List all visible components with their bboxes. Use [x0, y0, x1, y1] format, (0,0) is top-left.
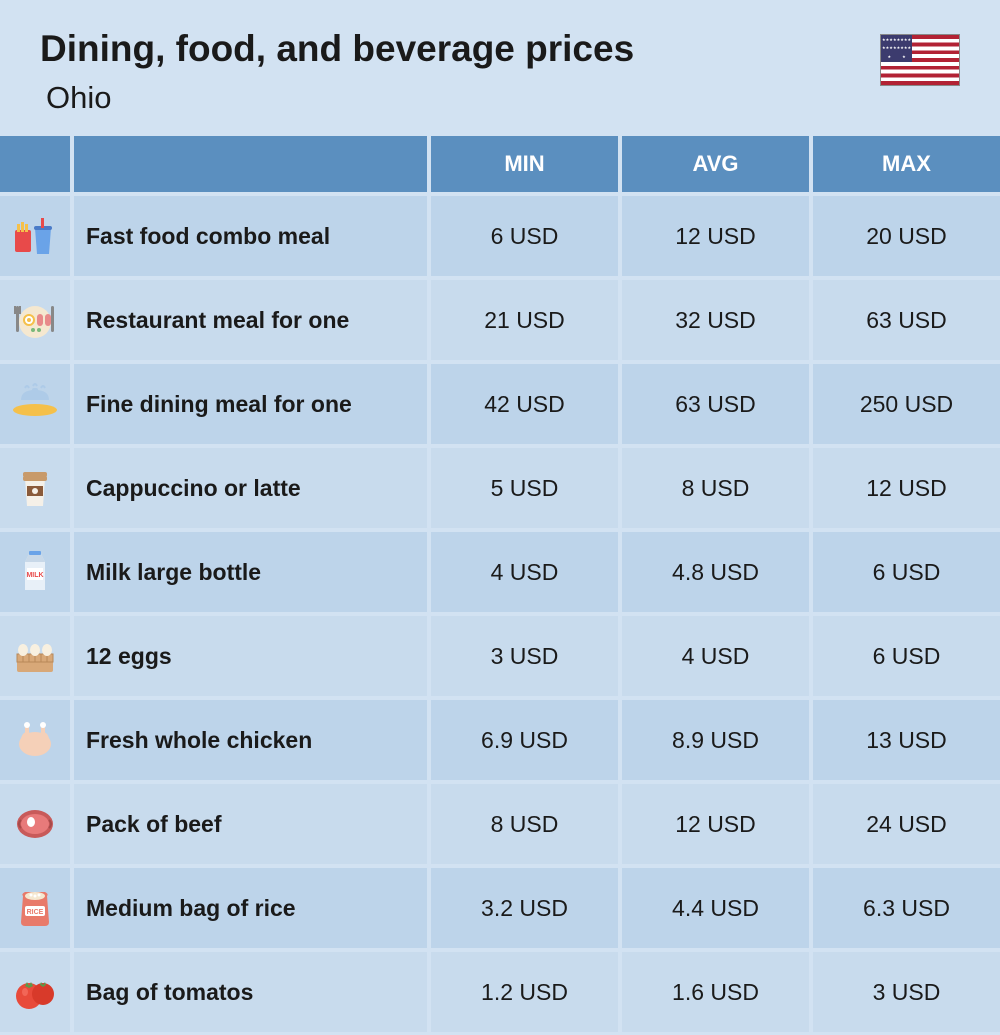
- fast-food-icon: [0, 196, 70, 276]
- page-header: Dining, food, and beverage prices Ohio ★…: [0, 0, 1000, 136]
- cell-avg: 4 USD: [622, 616, 809, 696]
- cell-min: 21 USD: [431, 280, 618, 360]
- cell-avg: 8 USD: [622, 448, 809, 528]
- cell-min: 4 USD: [431, 532, 618, 612]
- cell-max: 24 USD: [813, 784, 1000, 864]
- table-row: Fine dining meal for one42 USD63 USD250 …: [0, 364, 1000, 444]
- svg-text:RICE: RICE: [27, 909, 44, 916]
- item-label: 12 eggs: [74, 616, 427, 696]
- col-avg: AVG: [622, 136, 809, 192]
- cell-min: 5 USD: [431, 448, 618, 528]
- page-subtitle: Ohio: [46, 80, 880, 116]
- table-row: MILK Milk large bottle4 USD4.8 USD6 USD: [0, 532, 1000, 612]
- item-label: Cappuccino or latte: [74, 448, 427, 528]
- col-icon: [0, 136, 70, 192]
- eggs-icon: [0, 616, 70, 696]
- table-row: Fast food combo meal6 USD12 USD20 USD: [0, 196, 1000, 276]
- us-flag-icon: ★★★★★★ ★★★★★★ ★★★★★★: [880, 34, 960, 86]
- cell-min: 6.9 USD: [431, 700, 618, 780]
- col-max: MAX: [813, 136, 1000, 192]
- cell-avg: 12 USD: [622, 196, 809, 276]
- cell-avg: 12 USD: [622, 784, 809, 864]
- cell-avg: 1.6 USD: [622, 952, 809, 1032]
- col-min: MIN: [431, 136, 618, 192]
- item-label: Fine dining meal for one: [74, 364, 427, 444]
- item-label: Fresh whole chicken: [74, 700, 427, 780]
- cell-max: 6 USD: [813, 532, 1000, 612]
- cell-avg: 4.8 USD: [622, 532, 809, 612]
- svg-text:MILK: MILK: [26, 572, 43, 579]
- item-label: Milk large bottle: [74, 532, 427, 612]
- table-body: Fast food combo meal6 USD12 USD20 USDRes…: [0, 196, 1000, 1032]
- col-item: [74, 136, 427, 192]
- cell-avg: 32 USD: [622, 280, 809, 360]
- restaurant-icon: [0, 280, 70, 360]
- cell-min: 3 USD: [431, 616, 618, 696]
- cell-avg: 8.9 USD: [622, 700, 809, 780]
- cell-min: 42 USD: [431, 364, 618, 444]
- fine-dining-icon: [0, 364, 70, 444]
- page-root: Dining, food, and beverage prices Ohio ★…: [0, 0, 1000, 1035]
- chicken-icon: [0, 700, 70, 780]
- beef-icon: [0, 784, 70, 864]
- table-row: Pack of beef8 USD12 USD24 USD: [0, 784, 1000, 864]
- table-row: Restaurant meal for one21 USD32 USD63 US…: [0, 280, 1000, 360]
- coffee-icon: [0, 448, 70, 528]
- cell-max: 6.3 USD: [813, 868, 1000, 948]
- table-row: Fresh whole chicken6.9 USD8.9 USD13 USD: [0, 700, 1000, 780]
- cell-min: 8 USD: [431, 784, 618, 864]
- cell-max: 12 USD: [813, 448, 1000, 528]
- cell-max: 6 USD: [813, 616, 1000, 696]
- item-label: Bag of tomatos: [74, 952, 427, 1032]
- cell-max: 13 USD: [813, 700, 1000, 780]
- item-label: Fast food combo meal: [74, 196, 427, 276]
- cell-max: 63 USD: [813, 280, 1000, 360]
- table-row: Cappuccino or latte5 USD8 USD12 USD: [0, 448, 1000, 528]
- item-label: Medium bag of rice: [74, 868, 427, 948]
- cell-avg: 63 USD: [622, 364, 809, 444]
- rice-icon: RICE: [0, 868, 70, 948]
- cell-avg: 4.4 USD: [622, 868, 809, 948]
- cell-max: 250 USD: [813, 364, 1000, 444]
- price-table: MIN AVG MAX Fast food combo meal6 USD12 …: [0, 136, 1000, 1032]
- table-row: Bag of tomatos1.2 USD1.6 USD3 USD: [0, 952, 1000, 1032]
- cell-min: 1.2 USD: [431, 952, 618, 1032]
- cell-max: 20 USD: [813, 196, 1000, 276]
- header-text: Dining, food, and beverage prices Ohio: [40, 28, 880, 116]
- table-row: 12 eggs3 USD4 USD6 USD: [0, 616, 1000, 696]
- table-header: MIN AVG MAX: [0, 136, 1000, 192]
- item-label: Restaurant meal for one: [74, 280, 427, 360]
- page-title: Dining, food, and beverage prices: [40, 28, 880, 70]
- item-label: Pack of beef: [74, 784, 427, 864]
- tomatoes-icon: [0, 952, 70, 1032]
- milk-icon: MILK: [0, 532, 70, 612]
- table-row: RICE Medium bag of rice3.2 USD4.4 USD6.3 …: [0, 868, 1000, 948]
- cell-min: 6 USD: [431, 196, 618, 276]
- cell-max: 3 USD: [813, 952, 1000, 1032]
- cell-min: 3.2 USD: [431, 868, 618, 948]
